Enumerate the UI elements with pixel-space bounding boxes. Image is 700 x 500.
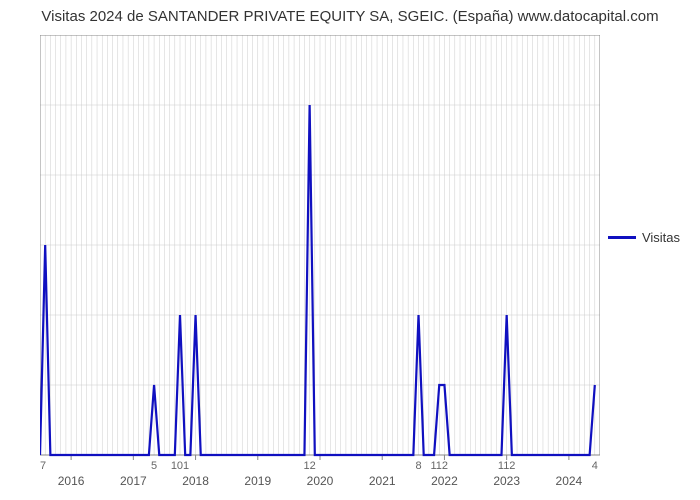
legend-label: Visitas xyxy=(642,230,680,245)
svg-text:4: 4 xyxy=(592,460,598,472)
svg-text:2023: 2023 xyxy=(493,474,520,488)
chart-container: Visitas 2024 de SANTANDER PRIVATE EQUITY… xyxy=(0,0,700,500)
svg-text:112: 112 xyxy=(430,460,448,472)
svg-text:67: 67 xyxy=(40,460,46,472)
svg-text:112: 112 xyxy=(498,460,516,472)
chart-title: Visitas 2024 de SANTANDER PRIVATE EQUITY… xyxy=(0,0,700,25)
svg-text:2016: 2016 xyxy=(58,474,85,488)
svg-text:5: 5 xyxy=(151,460,157,472)
svg-text:2021: 2021 xyxy=(369,474,396,488)
svg-text:101: 101 xyxy=(171,460,189,472)
svg-text:2020: 2020 xyxy=(307,474,334,488)
chart-svg: 0123456201620172018201920202021202220232… xyxy=(40,35,600,490)
svg-text:12: 12 xyxy=(304,460,316,472)
plot-area: 0123456201620172018201920202021202220232… xyxy=(40,35,600,455)
svg-text:8: 8 xyxy=(415,460,421,472)
legend-swatch xyxy=(608,236,636,239)
svg-text:2024: 2024 xyxy=(556,474,583,488)
legend: Visitas xyxy=(608,230,680,245)
svg-text:2017: 2017 xyxy=(120,474,147,488)
svg-text:2019: 2019 xyxy=(244,474,271,488)
svg-text:2022: 2022 xyxy=(431,474,458,488)
svg-text:2018: 2018 xyxy=(182,474,209,488)
